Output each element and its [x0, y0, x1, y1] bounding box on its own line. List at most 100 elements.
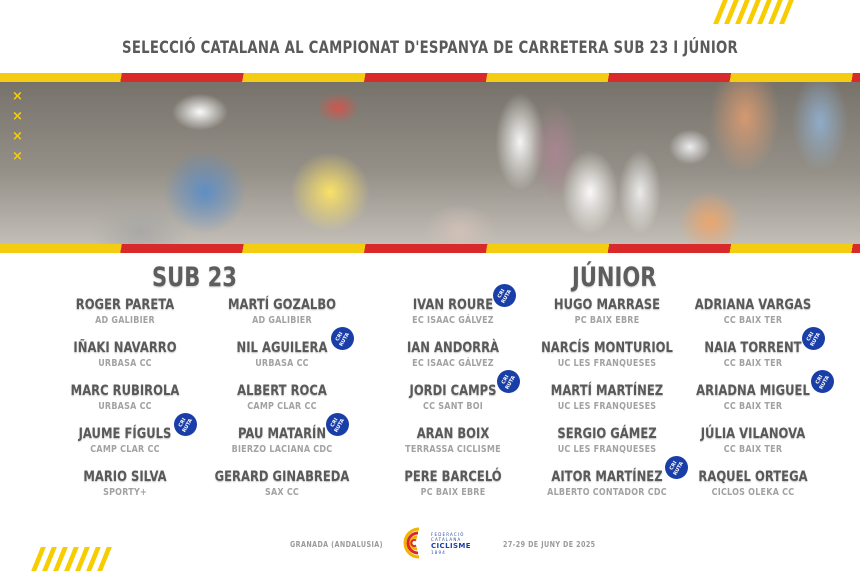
- rider-club: CAMP CLAR CC: [90, 444, 160, 455]
- rider-name: ADRIANA VARGAS: [694, 297, 812, 313]
- rider-name: JÚLIA VILANOVA: [700, 426, 806, 442]
- sub23-column-1: ROGER PARETA AD GALIBIER IÑAKI NAVARRO URBA…: [40, 296, 210, 511]
- fcc-logo-icon: [403, 527, 420, 559]
- rider-name: IAN ANDORRÀ: [406, 340, 500, 356]
- x-icon: ×: [12, 89, 23, 104]
- rider-name: GERARD GINABREDA: [214, 469, 350, 485]
- badge-label: CRI RUTA: [334, 331, 351, 348]
- rider-entry: HUGO MARRASE PC BAIX EBRE: [522, 296, 692, 339]
- rider-club: SPORTY+: [103, 487, 147, 498]
- rider-entry: ROGER PARETA AD GALIBIER: [40, 296, 210, 339]
- rider-club: CC BAIX TER: [723, 444, 783, 455]
- rider-name: MARC RUBIROLA: [70, 383, 180, 399]
- catalan-stripe-top: [0, 73, 860, 82]
- junior-column-2: HUGO MARRASE PC BAIX EBRE NARCÍS MONTURIOL…: [522, 296, 692, 511]
- catalan-stripe-bottom: [0, 244, 860, 253]
- rider-name: JAUME FÍGULS: [78, 426, 172, 442]
- rider-entry: ALBERT ROCA CAMP CLAR CC: [197, 382, 367, 425]
- x-icon: ×: [12, 109, 23, 124]
- cri-ruta-badge-icon: CRI RUTA: [801, 327, 825, 350]
- rider-entry: ARAN BOIX TERRASSA CICLISME: [368, 425, 538, 468]
- rider-entry: ARIADNA MIGUEL CC BAIX TER CRI RUTA: [668, 370, 838, 425]
- sub23-column-2: MARTÍ GOZALBO AD GALIBIER NIL AGUILERA URBA…: [197, 296, 367, 511]
- rider-club: CAMP CLAR CC: [247, 401, 317, 412]
- rider-entry: RAQUEL ORTEGA CICLOS OLEKA CC: [668, 468, 838, 511]
- logo-line: CICLISME: [431, 542, 471, 550]
- banner-photo: × × × ×: [0, 73, 860, 253]
- rider-entry: MARTÍ MARTÍNEZ UC LES FRANQUESES: [522, 382, 692, 425]
- rider-entry: JÚLIA VILANOVA CC BAIX TER: [668, 425, 838, 468]
- event-dates: 27-29 DE JUNY DE 2025: [503, 540, 596, 549]
- rider-club: EC ISAAC GÁLVEZ: [412, 358, 494, 369]
- rider-name: ARAN BOIX: [416, 426, 490, 442]
- rider-name: SERGIO GÁMEZ: [557, 426, 657, 442]
- federation-logo: FEDERACIÓ CATALANA CICLISME 1894: [397, 527, 487, 561]
- rider-entry: ADRIANA VARGAS CC BAIX TER: [668, 296, 838, 339]
- rider-name: ALBERT ROCA: [237, 383, 327, 399]
- rider-name: JORDI CAMPS: [409, 383, 497, 399]
- cri-ruta-badge-icon: CRI RUTA: [493, 284, 516, 307]
- rider-club: PC BAIX EBRE: [420, 487, 486, 498]
- rider-entry: GERARD GINABREDA SAX CC: [197, 468, 367, 511]
- x-marks: × × × ×: [12, 89, 23, 164]
- rider-name: NAIA TORRENT: [704, 340, 802, 356]
- rider-entry: PAU MATARÍN BIERZO LACIANA CDC CRI RUTA: [197, 413, 367, 468]
- badge-label: CRI RUTA: [814, 374, 831, 391]
- rider-club: BIERZO LACIANA CDC: [231, 444, 333, 455]
- logo-text: FEDERACIÓ CATALANA CICLISME 1894: [431, 532, 471, 555]
- rider-club: PC BAIX EBRE: [574, 315, 640, 326]
- cri-ruta-badge-icon: CRI RUTA: [173, 413, 197, 436]
- section-heading-sub23: SUB 23: [152, 262, 237, 293]
- rider-club: AD GALIBIER: [95, 315, 155, 326]
- rider-name: RAQUEL ORTEGA: [698, 469, 808, 485]
- badge-label: CRI RUTA: [805, 331, 822, 348]
- rider-club: CC SANT BOI: [423, 401, 483, 412]
- rider-club: URBASA CC: [98, 401, 152, 412]
- x-icon: ×: [12, 129, 23, 144]
- logo-line: CATALANA: [431, 537, 462, 542]
- rider-club: URBASA CC: [255, 358, 309, 369]
- cri-ruta-badge-icon: CRI RUTA: [497, 370, 521, 393]
- rider-entry: IAN ANDORRÀ EC ISAAC GÁLVEZ: [368, 339, 538, 382]
- rider-entry: MARTÍ GOZALBO AD GALIBIER: [197, 296, 367, 339]
- rider-entry: NAIA TORRENT CC BAIX TER CRI RUTA: [668, 327, 838, 382]
- page-title: SELECCIÓ CATALANA AL CAMPIONAT D'ESPANYA…: [122, 38, 738, 58]
- rider-club: TERRASSA CICLISME: [405, 444, 501, 455]
- cri-ruta-badge-icon: CRI RUTA: [810, 370, 834, 393]
- rider-club: UC LES FRANQUESES: [557, 401, 657, 412]
- rider-club: CC BAIX TER: [723, 401, 783, 412]
- rider-name: AITOR MARTÍNEZ: [551, 469, 663, 485]
- decorative-slashes-bottom: [31, 547, 112, 571]
- rider-club: SAX CC: [264, 487, 300, 498]
- rider-name: NIL AGUILERA: [236, 340, 328, 356]
- cri-ruta-badge-icon: CRI RUTA: [664, 456, 688, 479]
- rider-name: NARCÍS MONTURIOL: [541, 340, 673, 356]
- rider-name: MARIO SILVA: [83, 469, 167, 485]
- rider-name: MARTÍ MARTÍNEZ: [550, 383, 664, 399]
- rider-club: CC BAIX TER: [723, 358, 783, 369]
- rider-entry: NIL AGUILERA URBASA CC CRI RUTA: [197, 327, 367, 382]
- logo-line: FEDERACIÓ: [431, 532, 465, 537]
- rider-club: AD GALIBIER: [252, 315, 312, 326]
- rider-name: IVAN ROURE: [412, 297, 494, 313]
- rider-name: ARIADNA MIGUEL: [696, 383, 810, 399]
- rider-entry: MARIO SILVA SPORTY+: [40, 468, 210, 511]
- rider-entry: AITOR MARTÍNEZ ALBERTO CONTADOR CDC CRI RU…: [522, 456, 692, 511]
- rider-club: CICLOS OLEKA CC: [711, 487, 795, 498]
- rider-entry: JORDI CAMPS CC SANT BOI CRI RUTA: [368, 370, 538, 425]
- rider-name: HUGO MARRASE: [553, 297, 661, 313]
- rider-name: MARTÍ GOZALBO: [227, 297, 337, 313]
- x-icon: ×: [12, 149, 23, 164]
- cri-ruta-badge-icon: CRI RUTA: [330, 327, 354, 350]
- rider-entry: MARC RUBIROLA URBASA CC: [40, 382, 210, 425]
- rider-entry: NARCÍS MONTURIOL UC LES FRANQUESES: [522, 339, 692, 382]
- rider-club: URBASA CC: [98, 358, 152, 369]
- rider-club: ALBERTO CONTADOR CDC: [547, 487, 667, 498]
- rider-entry: IVAN ROURE EC ISAAC GÁLVEZ CRI RUTA: [368, 284, 538, 339]
- cyclists-photo: [0, 82, 860, 244]
- rider-club: UC LES FRANQUESES: [557, 358, 657, 369]
- rider-name: PERE BARCELÓ: [404, 469, 502, 485]
- rider-club: EC ISAAC GÁLVEZ: [412, 315, 494, 326]
- rider-entry: IÑAKI NAVARRO URBASA CC: [40, 339, 210, 382]
- rider-entry: SERGIO GÁMEZ UC LES FRANQUESES: [522, 425, 692, 468]
